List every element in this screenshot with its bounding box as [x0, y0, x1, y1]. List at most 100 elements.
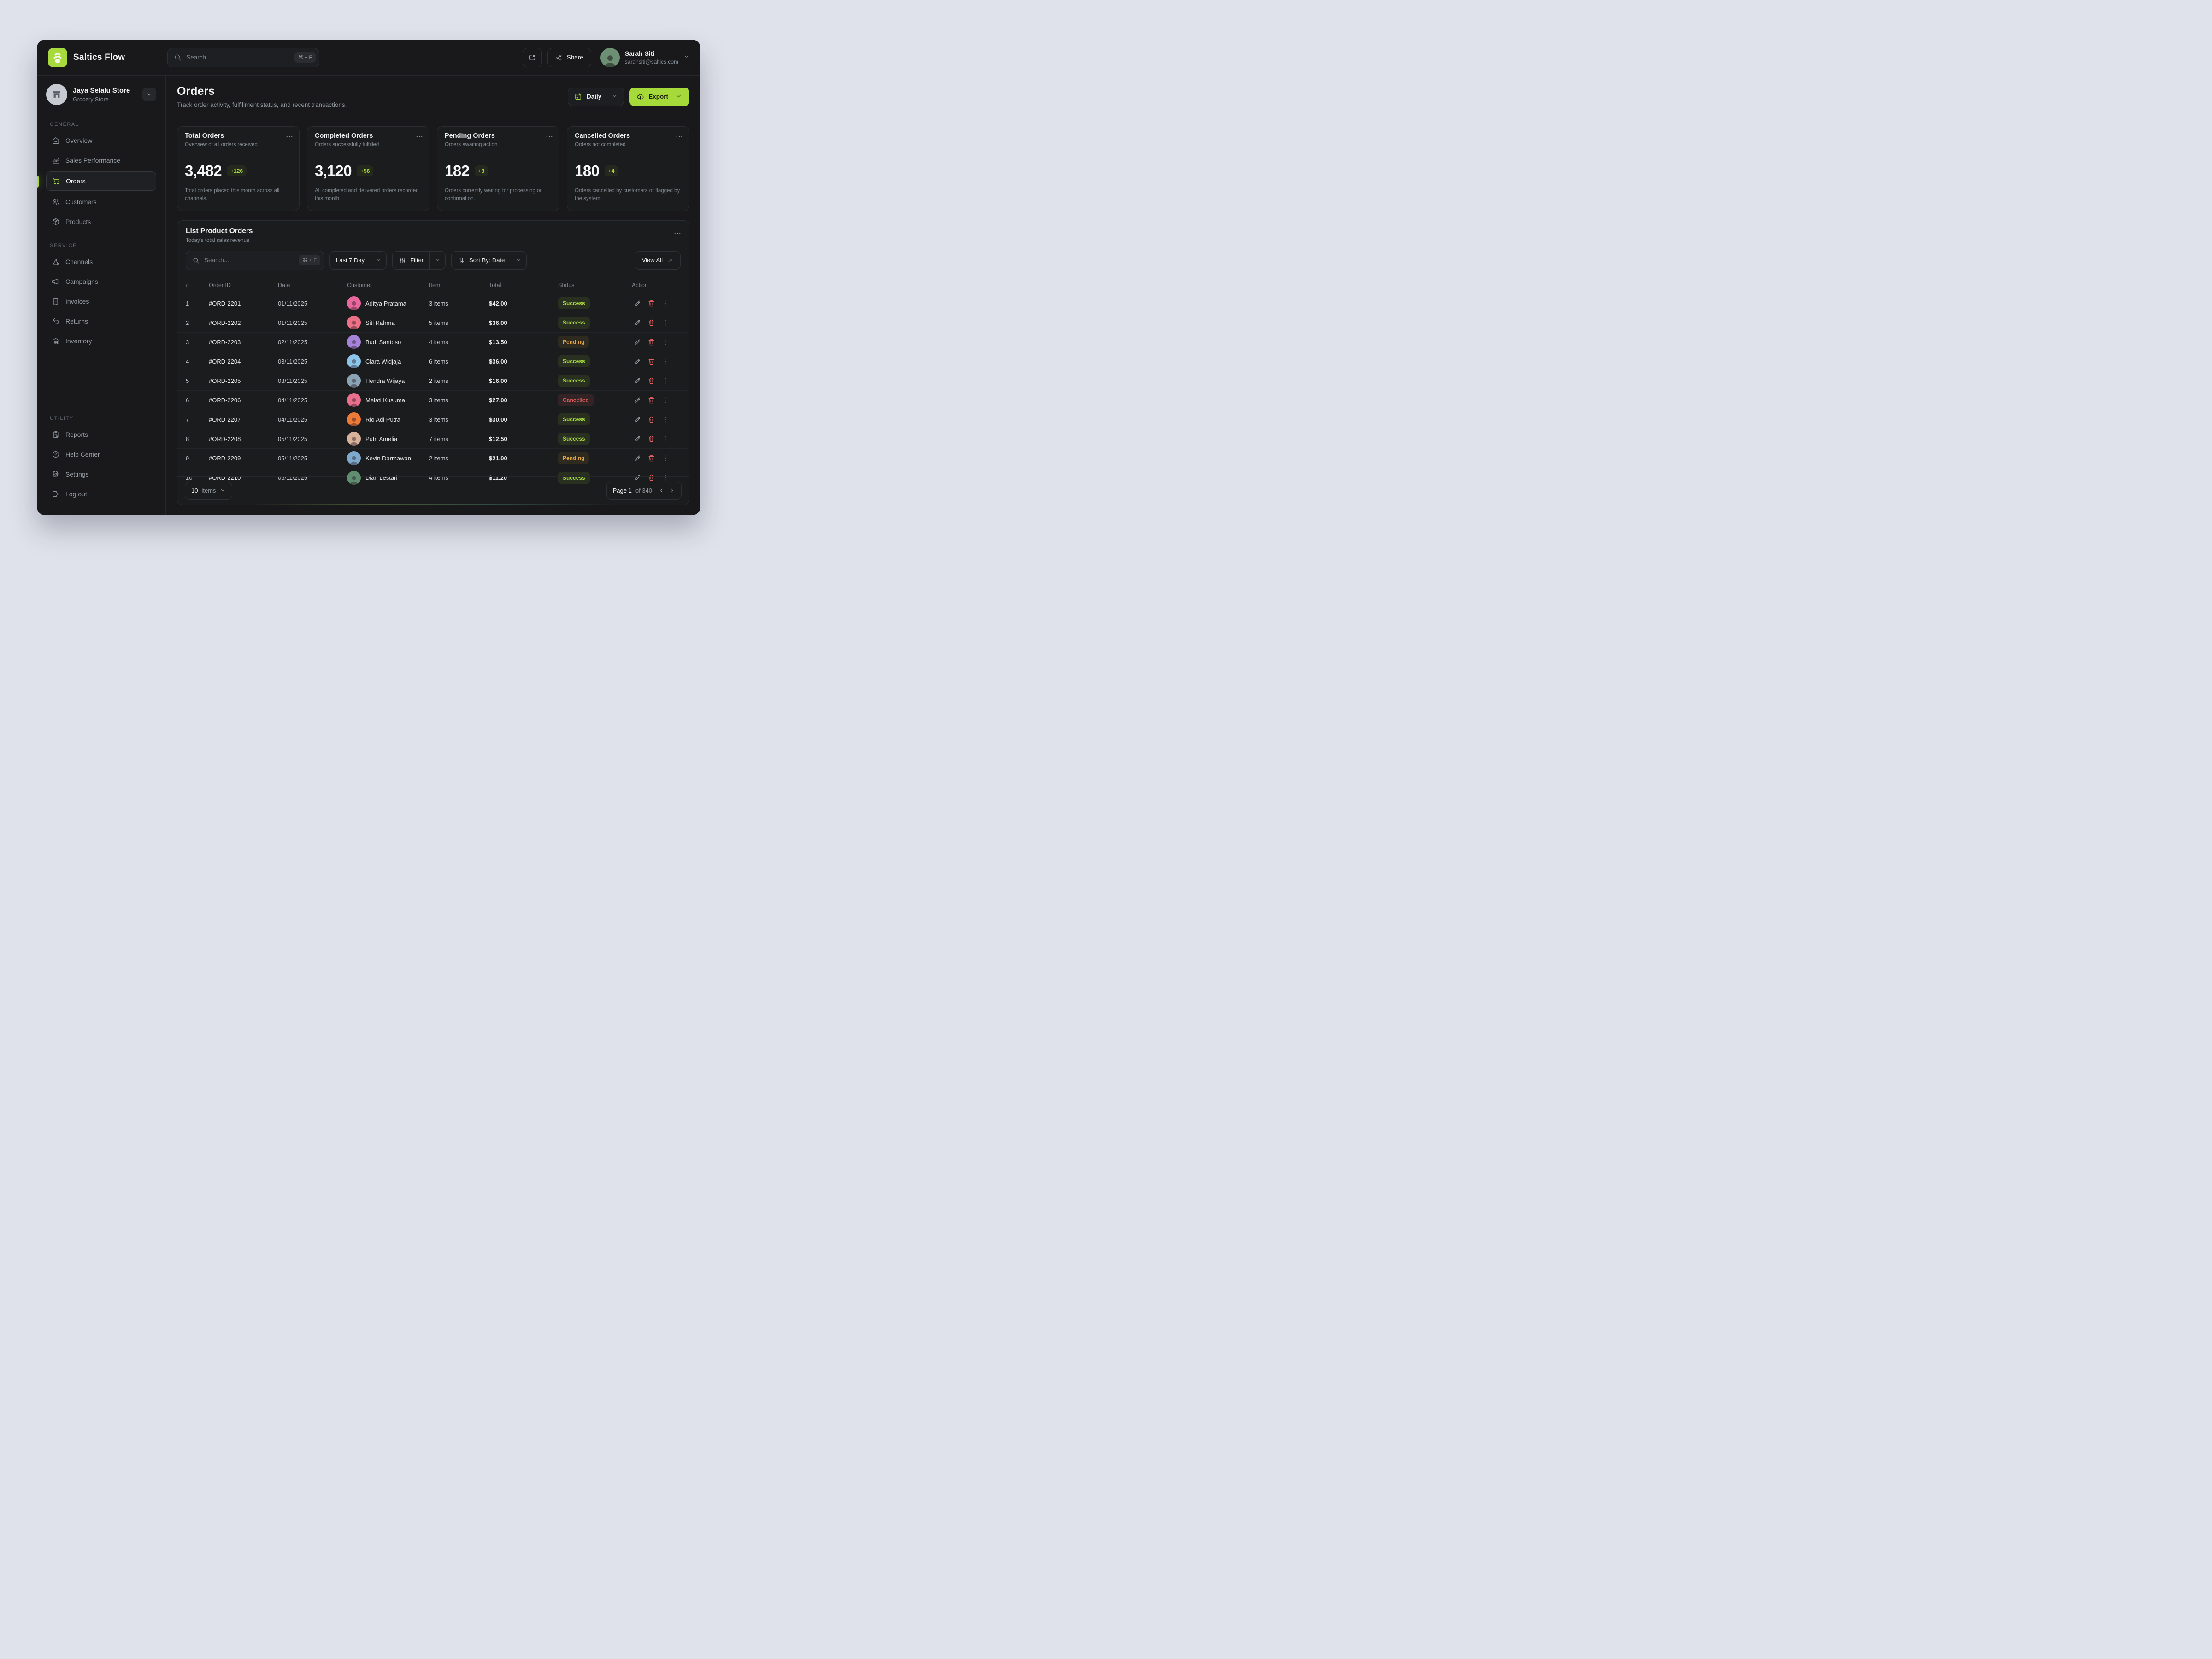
edit-button[interactable]: [632, 414, 643, 425]
customer-name: Budi Santoso: [365, 338, 401, 346]
page-subtitle: Track order activity, fulfillment status…: [177, 101, 347, 108]
customer-name: Putri Amelia: [365, 435, 398, 442]
table-row[interactable]: 9 #ORD-2209 05/11/2025 Kevin Darmawan 2 …: [177, 449, 689, 468]
filter-dropdown[interactable]: Filter: [392, 251, 446, 270]
delete-button[interactable]: [646, 356, 657, 367]
trash-icon: [647, 338, 655, 346]
status-badge: Success: [558, 355, 590, 367]
row-menu-button[interactable]: [659, 298, 671, 309]
export-button[interactable]: Export: [629, 87, 689, 106]
table-row[interactable]: 1 #ORD-2201 01/11/2025 Aditya Pratama 3 …: [177, 294, 689, 313]
page-header: Orders Track order activity, fulfillment…: [166, 76, 700, 117]
sidebar-item-channels[interactable]: Channels: [46, 253, 156, 271]
sidebar-item-overview[interactable]: Overview: [46, 132, 156, 149]
sidebar-item-logout[interactable]: Log out: [46, 485, 156, 503]
store-selector[interactable]: Jaya Selalu Store Grocery Store: [46, 84, 156, 105]
home-icon: [52, 136, 60, 145]
table-row[interactable]: 5 #ORD-2205 03/11/2025 Hendra Wijaya 2 i…: [177, 371, 689, 391]
table-row[interactable]: 6 #ORD-2206 04/11/2025 Melati Kusuma 3 i…: [177, 391, 689, 410]
table-row[interactable]: 4 #ORD-2204 03/11/2025 Clara Widjaja 6 i…: [177, 352, 689, 371]
stat-value: 3,120: [315, 162, 352, 179]
stat-card-pending-orders: Pending Orders Orders awaiting action 18…: [437, 126, 559, 211]
sidebar-item-inventory[interactable]: Inventory: [46, 332, 156, 350]
cloud-download-icon: [636, 93, 644, 100]
sidebar-item-invoices[interactable]: Invoices: [46, 293, 156, 310]
table-row[interactable]: 3 #ORD-2203 02/11/2025 Budi Santoso 4 it…: [177, 333, 689, 352]
delete-button[interactable]: [646, 336, 657, 348]
delete-button[interactable]: [646, 414, 657, 425]
card-menu-button[interactable]: [675, 132, 683, 141]
row-menu-button[interactable]: [659, 433, 671, 445]
open-external-button[interactable]: [522, 47, 542, 67]
row-menu-button[interactable]: [659, 356, 671, 367]
edit-button[interactable]: [632, 317, 643, 329]
delete-button[interactable]: [646, 298, 657, 309]
sidebar-item-orders[interactable]: Orders: [37, 171, 156, 191]
stat-card-cancelled-orders: Cancelled Orders Orders not completed 18…: [567, 126, 689, 211]
sidebar-item-products[interactable]: Products: [46, 213, 156, 230]
kebab-icon: [661, 416, 669, 424]
row-menu-button[interactable]: [659, 414, 671, 425]
delete-button[interactable]: [646, 375, 657, 387]
edit-button[interactable]: [632, 356, 643, 367]
sidebar-item-sales-performance[interactable]: Sales Performance: [46, 152, 156, 169]
pen-icon: [634, 454, 641, 462]
search-input[interactable]: [186, 54, 290, 61]
delete-button[interactable]: [646, 317, 657, 329]
page-size-dropdown[interactable]: 10 items: [185, 482, 232, 500]
chevron-left-icon[interactable]: [659, 488, 665, 494]
kebab-icon: [661, 377, 669, 385]
row-menu-button[interactable]: [659, 453, 671, 464]
delete-button[interactable]: [646, 433, 657, 445]
delete-button[interactable]: [646, 394, 657, 406]
undo-icon: [52, 317, 60, 325]
card-menu-button[interactable]: [285, 132, 294, 141]
row-menu-button[interactable]: [659, 394, 671, 406]
customer-name: Rio Adi Putra: [365, 416, 400, 423]
avatar: [600, 47, 620, 67]
list-menu-button[interactable]: [673, 229, 682, 237]
sidebar-item-reports[interactable]: Reports: [46, 426, 156, 443]
chevron-right-icon[interactable]: [669, 488, 675, 494]
sort-dropdown[interactable]: Sort By: Date: [451, 251, 527, 270]
external-window-icon: [528, 53, 536, 62]
table-row[interactable]: 8 #ORD-2208 05/11/2025 Putri Amelia 7 it…: [177, 429, 689, 449]
chevron-down-icon: [371, 251, 386, 269]
kebab-icon: [661, 454, 669, 462]
table-row[interactable]: 10 #ORD-2210 06/11/2025 Dian Lestari 4 i…: [177, 468, 689, 488]
trash-icon: [647, 377, 655, 385]
pen-icon: [634, 338, 641, 346]
sidebar-item-returns[interactable]: Returns: [46, 312, 156, 330]
sidebar-item-help-center[interactable]: Help Center: [46, 446, 156, 463]
sidebar-item-campaigns[interactable]: Campaigns: [46, 273, 156, 290]
row-menu-button[interactable]: [659, 317, 671, 329]
list-search-input[interactable]: [204, 257, 294, 264]
view-all-button[interactable]: View All: [634, 251, 681, 270]
sidebar-item-customers[interactable]: Customers: [46, 193, 156, 211]
store-chevron-button[interactable]: [142, 88, 156, 101]
sliders-icon: [399, 257, 406, 264]
share-button[interactable]: Share: [547, 47, 591, 67]
card-menu-button[interactable]: [545, 132, 553, 141]
kebab-icon: [661, 300, 669, 307]
sidebar-item-settings[interactable]: Settings: [46, 465, 156, 483]
period-dropdown[interactable]: Daily: [567, 87, 624, 106]
edit-button[interactable]: [632, 336, 643, 348]
row-menu-button[interactable]: [659, 336, 671, 348]
list-search[interactable]: ⌘ + F: [186, 250, 324, 270]
edit-button[interactable]: [632, 394, 643, 406]
share-icon: [555, 54, 563, 61]
edit-button[interactable]: [632, 375, 643, 387]
table-row[interactable]: 2 #ORD-2202 01/11/2025 Siti Rahma 5 item…: [177, 313, 689, 333]
row-menu-button[interactable]: [659, 375, 671, 387]
delete-button[interactable]: [646, 453, 657, 464]
edit-button[interactable]: [632, 453, 643, 464]
user-menu[interactable]: Sarah Siti sarahsiti@saltics.com: [600, 47, 689, 67]
edit-button[interactable]: [632, 433, 643, 445]
card-menu-button[interactable]: [415, 132, 424, 141]
edit-button[interactable]: [632, 298, 643, 309]
pager[interactable]: Page 1 of 340: [606, 482, 682, 500]
date-range-dropdown[interactable]: Last 7 Day: [329, 251, 387, 270]
global-search[interactable]: ⌘ + F: [167, 47, 320, 67]
table-row[interactable]: 7 #ORD-2207 04/11/2025 Rio Adi Putra 3 i…: [177, 410, 689, 429]
